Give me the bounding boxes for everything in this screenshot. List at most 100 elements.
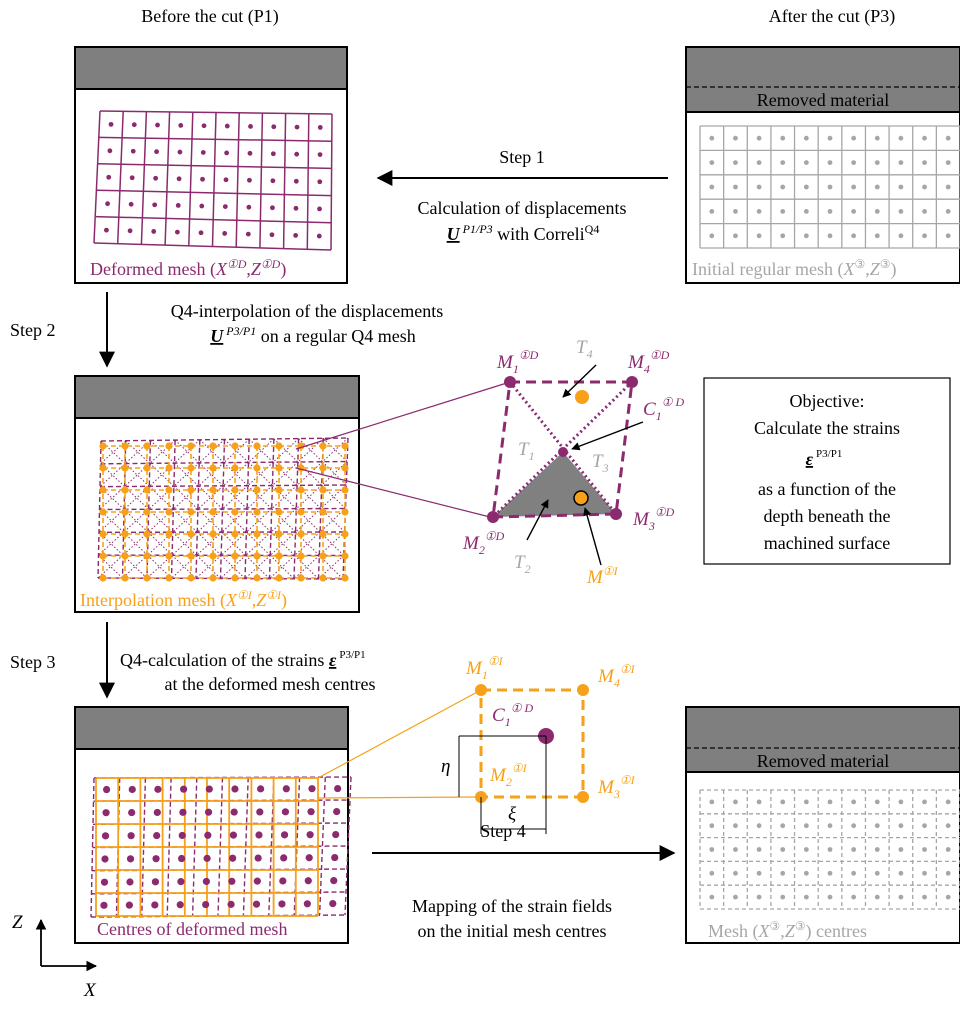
label-t1: T1 (518, 439, 535, 463)
mesh-centre-point (102, 832, 109, 839)
eta-label: η (441, 756, 450, 777)
interpolation-node (341, 574, 348, 581)
mesh-centre-point (709, 800, 714, 805)
interpolation-node (187, 486, 194, 493)
mesh-centre-point (875, 823, 880, 828)
interpolation-mesh-caption: Interpolation mesh (X①I,Z①I) (80, 588, 287, 611)
mesh-centre-point (307, 808, 314, 815)
mesh-centre-point (204, 855, 211, 862)
mesh-centre-point (757, 233, 762, 238)
mesh-centre-point (128, 832, 135, 839)
mesh-centre-point (851, 185, 856, 190)
mesh-centre-point (247, 178, 252, 183)
mesh-centre-point (804, 823, 809, 828)
interpolation-node (275, 574, 282, 581)
deformed-mesh-caption: Deformed mesh (X①D,Z①D) (90, 257, 286, 280)
mesh-centre-point (203, 878, 210, 885)
interpolation-node (121, 442, 128, 449)
interpolation-node (231, 442, 238, 449)
interpolation-node (165, 442, 172, 449)
mesh-centre-point (222, 231, 227, 236)
interpolation-node (297, 464, 304, 471)
mesh-centre-point (177, 901, 184, 908)
mesh-centre-point (899, 233, 904, 238)
interpolation-node (275, 464, 282, 471)
interpolation-node (253, 442, 260, 449)
interpolation-node (165, 508, 172, 515)
mesh-centre-point (946, 233, 951, 238)
interpolation-node (341, 530, 348, 537)
mesh-centre-point (282, 808, 289, 815)
mesh-centre-point (180, 786, 187, 793)
mesh-centre-point (179, 832, 186, 839)
mesh-centre-point (283, 785, 290, 792)
centroid-mi (574, 491, 588, 505)
mesh-centre-point (851, 233, 856, 238)
node-m2 (487, 511, 499, 523)
mesh-centre-point (733, 233, 738, 238)
mesh-centre-point (318, 152, 323, 157)
mesh-centre-point (224, 151, 229, 156)
mesh-centre-point (946, 209, 951, 214)
mesh-centre-point (804, 871, 809, 876)
mesh-centre-point (709, 871, 714, 876)
label-c1: C1① D (492, 701, 533, 729)
step2-text-line1: Q4-interpolation of the displacements (171, 301, 443, 321)
mesh-centre-point (875, 800, 880, 805)
mesh-centre-point (757, 136, 762, 141)
mesh-centre-point (223, 204, 228, 209)
mesh-centre-point (757, 823, 762, 828)
detail-isoparametric-element: η ξ M1①I M4①I M2①I M3①I C1① D (441, 654, 636, 834)
mesh-centre-point (331, 854, 338, 861)
centres-mesh-caption: Centres of deformed mesh (97, 919, 287, 939)
interpolation-node (143, 508, 150, 515)
label-m4: M4①I (597, 662, 636, 690)
mesh-centre-point (308, 785, 315, 792)
mesh-centre-point (780, 209, 785, 214)
mesh-centre-point (828, 209, 833, 214)
mesh-centre-point (307, 831, 314, 838)
mesh-centre-point (709, 823, 714, 828)
mesh-centre-point (780, 185, 785, 190)
panel-interpolation-mesh: Interpolation mesh (X①I,Z①I) (75, 376, 359, 612)
grey-band (75, 707, 348, 749)
label-t2: T2 (514, 552, 531, 576)
mesh-centre-point (101, 879, 108, 886)
centroid-t4 (575, 390, 589, 404)
mesh-centre-point (178, 855, 185, 862)
mesh-centre-point (334, 785, 341, 792)
node-m4 (626, 376, 638, 388)
interpolation-node (143, 574, 150, 581)
interpolation-node (143, 530, 150, 537)
mesh-centre-point (128, 809, 135, 816)
interpolation-node (253, 464, 260, 471)
header-before-cut: Before the cut (P1) (141, 6, 278, 27)
mesh-centre-point (151, 901, 158, 908)
mesh-centre-point (176, 203, 181, 208)
mesh-centre-point (246, 205, 251, 210)
mesh-centre-point (780, 800, 785, 805)
mesh-centre-point (255, 854, 262, 861)
mesh-centre-point (946, 160, 951, 165)
interpolation-node (253, 574, 260, 581)
mesh-centre-point (280, 854, 287, 861)
interpolation-node (209, 574, 216, 581)
mesh-centre-point (154, 809, 161, 816)
mesh-centre-point (757, 185, 762, 190)
mesh-centre-point (294, 179, 299, 184)
step4-label: Step 4 (480, 821, 526, 841)
mesh-centre-point (828, 185, 833, 190)
mesh-centre-point (102, 809, 109, 816)
step3-text-line2: at the deformed mesh centres (165, 674, 376, 694)
mesh-centre-point (317, 207, 322, 212)
objective-line2: Calculate the strains (754, 418, 900, 438)
mesh-centre-point (851, 209, 856, 214)
mesh-centre-point (875, 136, 880, 141)
step1-text-line2: U P1/P3 with CorreliQ4 (447, 222, 600, 244)
final-mesh-caption: Mesh (X③,Z③) centres (708, 919, 867, 942)
mesh-centre-point (709, 233, 714, 238)
interpolation-node (341, 486, 348, 493)
mesh-centre-point (224, 177, 229, 182)
